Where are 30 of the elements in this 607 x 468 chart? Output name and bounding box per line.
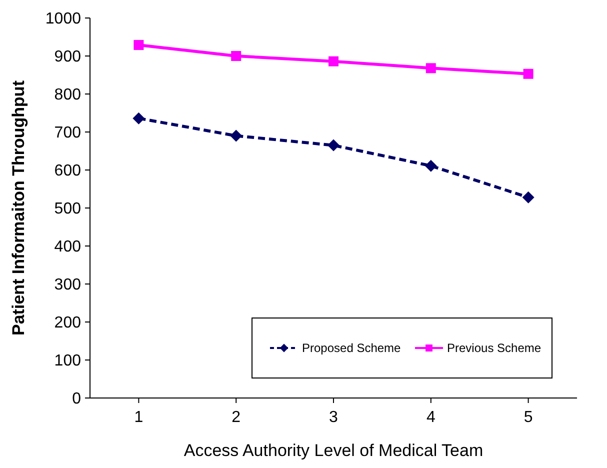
point — [523, 68, 534, 79]
x-tick-label: 3 — [329, 409, 338, 426]
y-tick-label: 600 — [54, 162, 82, 180]
y-tick-label: 200 — [54, 314, 82, 332]
y-tick-label: 900 — [54, 48, 82, 66]
y-tick-label: 700 — [54, 124, 82, 142]
y-tick-label: 800 — [54, 86, 82, 104]
point — [426, 63, 436, 74]
y-tick-label: 500 — [54, 200, 82, 218]
x-tick-label: 4 — [426, 409, 436, 426]
legend-label: Proposed Scheme — [302, 341, 402, 356]
y-tick-label: 1000 — [45, 10, 82, 28]
point — [424, 160, 437, 172]
point — [134, 40, 144, 50]
x-tick-label: 5 — [524, 409, 533, 426]
x-axis-title: Access Authority Level of Medical Team — [184, 441, 484, 460]
x-tick-label: 1 — [134, 409, 144, 426]
y-axis-title: Patient Informaiton Throughput — [9, 80, 28, 336]
point — [328, 139, 340, 152]
point — [522, 191, 534, 204]
y-tick-label: 400 — [54, 238, 82, 256]
y-tick-label: 0 — [72, 390, 82, 408]
x-tick-label: 2 — [232, 409, 241, 426]
legend-label: Previous Scheme — [447, 341, 542, 356]
y-tick-label: 300 — [54, 276, 82, 294]
point — [231, 51, 242, 61]
point — [230, 130, 242, 142]
point — [328, 56, 338, 66]
point — [132, 112, 145, 124]
y-tick-label: 100 — [54, 352, 82, 370]
